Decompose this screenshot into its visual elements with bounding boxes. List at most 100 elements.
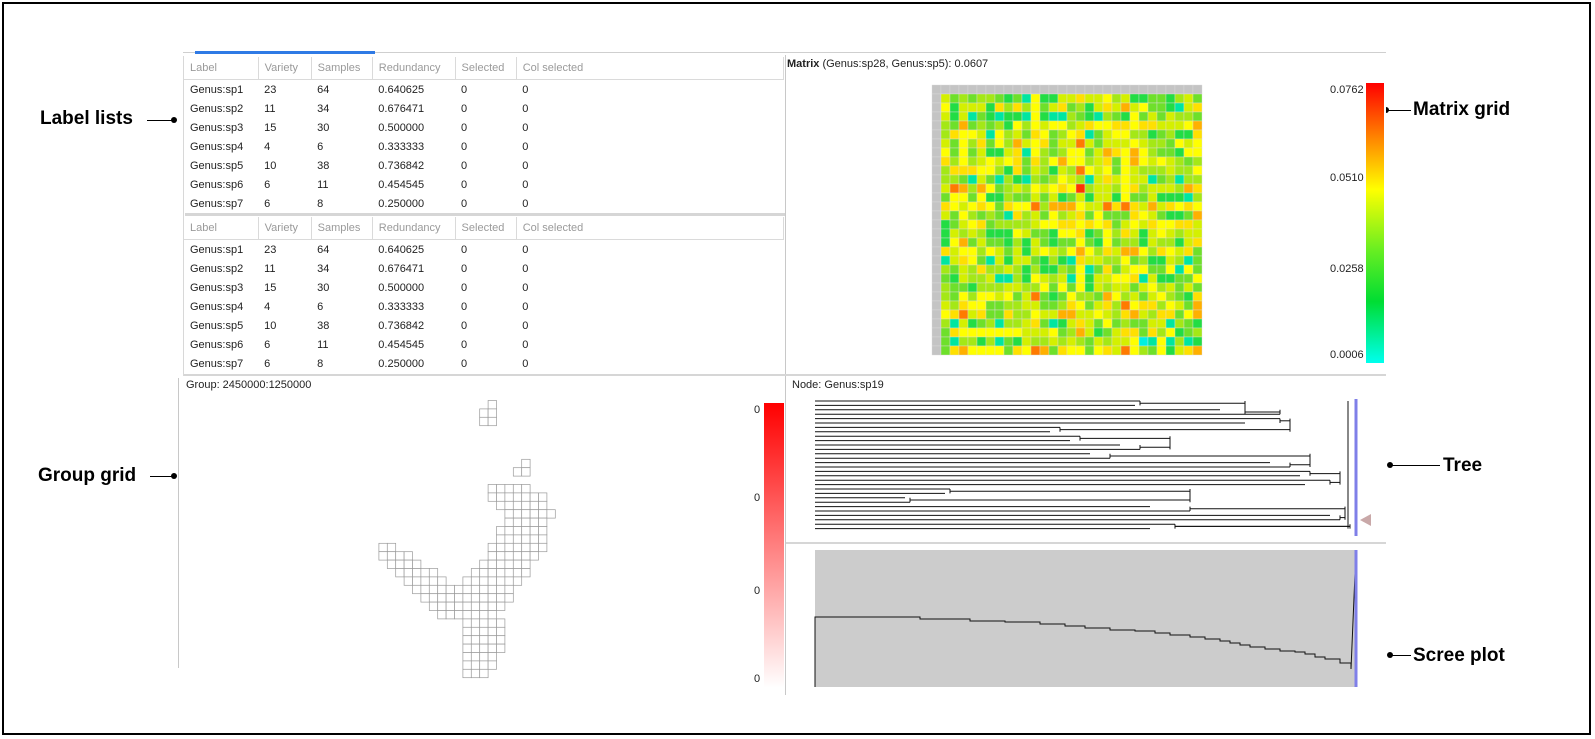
matrix-cell[interactable]: [976, 129, 987, 140]
matrix-cell[interactable]: [1021, 111, 1032, 122]
matrix-cell[interactable]: [1174, 210, 1185, 221]
matrix-cell[interactable]: [1102, 165, 1113, 176]
matrix-cell[interactable]: [1174, 201, 1185, 212]
matrix-cell[interactable]: [1066, 282, 1077, 293]
matrix-cell[interactable]: [1129, 84, 1140, 95]
group-cell[interactable]: [512, 517, 523, 527]
group-cell[interactable]: [437, 610, 447, 620]
table-row[interactable]: Genus:sp6 6 11 0.454545 0 0: [184, 335, 784, 354]
group-cell[interactable]: [395, 551, 405, 561]
group-cell[interactable]: [470, 635, 481, 645]
group-cell[interactable]: [504, 593, 514, 603]
matrix-cell[interactable]: [985, 111, 996, 122]
matrix-cell[interactable]: [1111, 174, 1122, 185]
matrix-cell[interactable]: [1066, 147, 1077, 158]
matrix-cell[interactable]: [940, 291, 951, 302]
matrix-cell[interactable]: [1012, 183, 1023, 194]
matrix-cell[interactable]: [958, 345, 969, 356]
matrix-cell[interactable]: [967, 192, 978, 203]
matrix-cell[interactable]: [985, 318, 996, 329]
matrix-cell[interactable]: [1030, 102, 1041, 113]
group-cell[interactable]: [512, 568, 523, 578]
matrix-cell[interactable]: [1129, 210, 1140, 221]
table-row[interactable]: Genus:sp3 15 30 0.500000 0 0: [184, 278, 784, 297]
matrix-cell[interactable]: [1057, 129, 1068, 140]
column-header-selected[interactable]: Selected: [455, 57, 517, 80]
matrix-cell[interactable]: [994, 129, 1005, 140]
matrix-cell[interactable]: [949, 84, 960, 95]
matrix-cell[interactable]: [940, 102, 951, 113]
matrix-cell[interactable]: [1165, 246, 1176, 257]
matrix-cell[interactable]: [1129, 165, 1140, 176]
group-cell[interactable]: [378, 551, 388, 561]
matrix-cell[interactable]: [1138, 318, 1149, 329]
matrix-cell[interactable]: [1147, 156, 1158, 167]
matrix-cell[interactable]: [1012, 228, 1023, 239]
group-cell[interactable]: [445, 610, 455, 620]
matrix-cell[interactable]: [1174, 192, 1185, 203]
group-cell[interactable]: [479, 660, 489, 670]
matrix-cell[interactable]: [931, 129, 942, 140]
matrix-cell[interactable]: [1183, 201, 1194, 212]
matrix-cell[interactable]: [1120, 111, 1131, 122]
matrix-cell[interactable]: [1138, 264, 1149, 275]
matrix-cell[interactable]: [994, 345, 1005, 356]
matrix-cell[interactable]: [1111, 120, 1122, 131]
matrix-cell[interactable]: [949, 309, 960, 320]
matrix-cell[interactable]: [976, 237, 987, 248]
matrix-cell[interactable]: [1102, 291, 1113, 302]
matrix-cell[interactable]: [967, 138, 978, 149]
matrix-cell[interactable]: [1075, 219, 1086, 230]
matrix-cell[interactable]: [1120, 300, 1131, 311]
matrix-cell[interactable]: [985, 255, 996, 266]
column-header-label[interactable]: Label: [184, 217, 259, 240]
pane-splitter-tree-scree[interactable]: [786, 542, 1386, 544]
matrix-cell[interactable]: [1165, 219, 1176, 230]
matrix-cell[interactable]: [1075, 282, 1086, 293]
matrix-cell[interactable]: [1003, 282, 1014, 293]
group-cell[interactable]: [479, 610, 489, 620]
matrix-cell[interactable]: [1057, 219, 1068, 230]
matrix-cell[interactable]: [976, 201, 987, 212]
group-cell[interactable]: [454, 584, 464, 595]
group-cell[interactable]: [479, 652, 489, 662]
matrix-cell[interactable]: [1084, 111, 1095, 122]
matrix-cell[interactable]: [1057, 228, 1068, 239]
group-cell[interactable]: [454, 593, 464, 603]
matrix-cell[interactable]: [985, 174, 996, 185]
matrix-cell[interactable]: [1084, 318, 1095, 329]
matrix-cell[interactable]: [1192, 102, 1203, 113]
matrix-cell[interactable]: [1048, 327, 1059, 338]
group-cell[interactable]: [378, 542, 388, 553]
matrix-cell[interactable]: [940, 120, 951, 131]
matrix-cell[interactable]: [976, 138, 987, 149]
matrix-cell[interactable]: [1039, 273, 1050, 284]
matrix-cell[interactable]: [1057, 336, 1068, 347]
group-cell[interactable]: [437, 584, 447, 595]
group-cell[interactable]: [496, 576, 506, 586]
matrix-cell[interactable]: [1048, 264, 1059, 275]
group-cell[interactable]: [504, 526, 514, 536]
matrix-cell[interactable]: [967, 165, 978, 176]
matrix-cell[interactable]: [958, 255, 969, 266]
group-cell[interactable]: [512, 559, 523, 569]
matrix-cell[interactable]: [1156, 336, 1167, 347]
matrix-cell[interactable]: [931, 336, 942, 347]
matrix-cell[interactable]: [1030, 264, 1041, 275]
matrix-cell[interactable]: [1048, 273, 1059, 284]
matrix-cell[interactable]: [967, 273, 978, 284]
matrix-cell[interactable]: [931, 237, 942, 248]
matrix-cell[interactable]: [1183, 345, 1194, 356]
matrix-cell[interactable]: [1129, 345, 1140, 356]
matrix-cell[interactable]: [1147, 129, 1158, 140]
matrix-cell[interactable]: [1003, 147, 1014, 158]
matrix-cell[interactable]: [931, 219, 942, 230]
matrix-cell[interactable]: [1003, 111, 1014, 122]
group-cell[interactable]: [512, 526, 523, 536]
column-header-variety[interactable]: Variety: [258, 217, 312, 240]
matrix-cell[interactable]: [1165, 156, 1176, 167]
matrix-cell[interactable]: [967, 156, 978, 167]
matrix-cell[interactable]: [1012, 165, 1023, 176]
group-cell[interactable]: [479, 601, 489, 611]
matrix-cell[interactable]: [1192, 120, 1203, 131]
